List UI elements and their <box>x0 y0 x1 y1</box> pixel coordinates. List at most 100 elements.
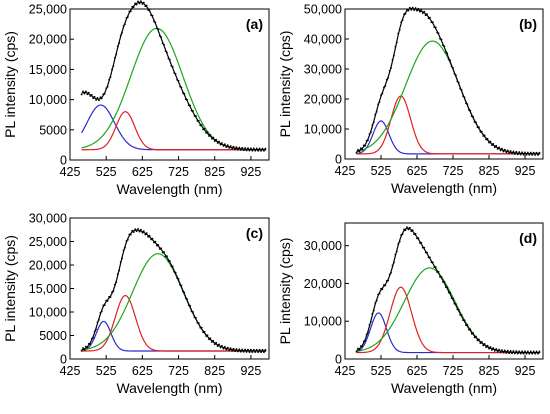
measured-point <box>420 9 423 11</box>
measured-point <box>257 351 260 354</box>
measured-point <box>212 136 215 139</box>
measured-point <box>126 16 129 18</box>
measured-point <box>470 115 473 118</box>
y-tick-label: 10,000 <box>29 306 67 320</box>
measured-point <box>216 345 219 347</box>
measured-point <box>407 228 410 231</box>
measured-point <box>195 115 197 117</box>
measured-point <box>129 233 132 236</box>
measured-point <box>225 146 228 149</box>
measured-point <box>106 85 109 88</box>
measured-point <box>528 352 531 355</box>
measured-point <box>142 230 145 233</box>
measured-point <box>361 148 364 151</box>
measured-point <box>535 151 538 154</box>
x-tick-label: 925 <box>515 364 536 378</box>
measured-point <box>154 21 157 24</box>
measured-point <box>440 276 443 278</box>
measured-point <box>135 230 138 233</box>
y-tick-label: 0 <box>60 353 67 367</box>
measured-point <box>105 87 108 90</box>
x-tick-label: 525 <box>96 364 117 378</box>
measured-point <box>212 339 215 342</box>
measured-point <box>444 51 447 53</box>
measured-point <box>515 350 518 353</box>
measured-point <box>218 343 220 346</box>
measured-point <box>472 332 475 335</box>
measured-point <box>457 308 460 311</box>
measured-point <box>155 27 158 30</box>
measured-point <box>365 333 368 336</box>
measured-point <box>192 110 194 112</box>
measured-point <box>417 7 420 10</box>
y-tick-label: 40,000 <box>304 33 342 47</box>
measured-point <box>429 16 431 19</box>
measured-point <box>490 349 493 351</box>
chart-panel-a: 425 525 625 725 825 925 0 5000 10,000 15,000 20,00… <box>2 0 270 197</box>
measured-point <box>116 273 119 276</box>
measured-point <box>168 58 171 61</box>
measured-point <box>364 144 367 147</box>
measured-point <box>219 346 222 349</box>
measured-point <box>215 341 218 344</box>
measured-point <box>264 348 267 351</box>
measured-point <box>375 299 378 302</box>
measured-point <box>210 137 213 140</box>
measured-point <box>102 93 105 96</box>
measured-point <box>263 149 265 152</box>
measured-point <box>102 304 105 307</box>
chart-panel-d: 425 525 625 725 825 925 0 10,000 20,000 30,000 Wav… <box>277 222 544 396</box>
measured-point <box>423 10 426 13</box>
y-tick-label: 20,000 <box>304 93 342 107</box>
measured-point <box>167 260 170 262</box>
measured-point <box>380 94 382 97</box>
measured-point <box>228 349 231 352</box>
measured-point <box>174 271 177 274</box>
measured-point <box>219 143 222 146</box>
y-axis-title: PL intensity (cps) <box>2 31 18 138</box>
measured-point <box>391 264 394 267</box>
measured-point <box>258 147 261 150</box>
measured-point <box>538 151 541 154</box>
measured-point <box>140 228 142 231</box>
measured-point <box>456 308 459 311</box>
measured-point <box>476 126 479 129</box>
plot-frame <box>344 222 544 360</box>
measured-point <box>197 322 200 324</box>
measured-point <box>525 352 528 355</box>
measured-point <box>489 346 492 348</box>
x-tick-label: 425 <box>60 364 81 378</box>
measured-point <box>177 278 180 280</box>
fit-component-2 <box>356 286 541 354</box>
measured-point <box>390 271 392 274</box>
measured-point <box>109 296 112 299</box>
measured-point <box>400 21 403 24</box>
measured-point <box>490 144 493 147</box>
measured-point <box>96 321 99 324</box>
measured-point <box>505 352 508 354</box>
measured-point <box>171 66 174 68</box>
measured-point <box>124 246 126 249</box>
measured-point <box>503 148 506 151</box>
measured-point <box>401 233 404 236</box>
measured-point <box>105 299 108 302</box>
measured-point <box>96 97 99 99</box>
measured-point <box>195 316 197 319</box>
measured-point <box>166 255 168 258</box>
measured-point <box>528 154 531 156</box>
measured-point <box>462 319 464 322</box>
measured-point <box>226 346 229 349</box>
measured-point <box>80 93 83 96</box>
measured-point <box>357 148 359 151</box>
x-tick-label: 825 <box>204 165 225 179</box>
measured-point <box>190 109 193 112</box>
measured-point <box>480 340 483 343</box>
measured-point <box>150 238 152 241</box>
x-axis-title: Wavelength (nm) <box>116 181 222 197</box>
measured-point <box>486 344 489 347</box>
measured-point <box>485 138 488 141</box>
measured-point <box>384 85 387 87</box>
measured-point <box>225 348 228 351</box>
fit-component-2 <box>356 95 541 155</box>
measured-point <box>377 103 380 106</box>
